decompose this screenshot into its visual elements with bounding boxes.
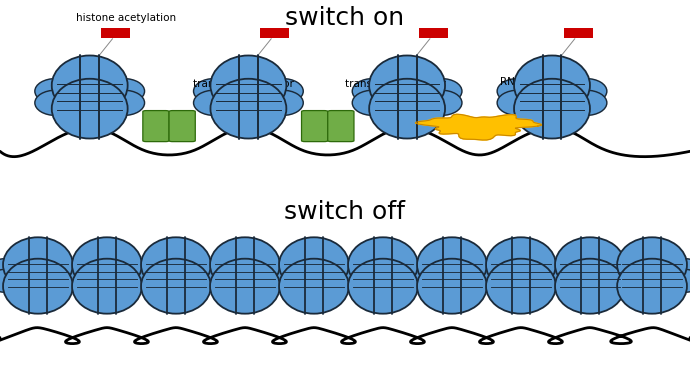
Bar	[101, 28, 130, 38]
Ellipse shape	[533, 269, 571, 293]
Text: switch off: switch off	[284, 200, 406, 224]
Text: switch on: switch on	[286, 6, 404, 30]
Ellipse shape	[188, 258, 226, 282]
Ellipse shape	[279, 237, 349, 292]
Ellipse shape	[514, 55, 590, 115]
Ellipse shape	[52, 79, 128, 139]
Ellipse shape	[72, 237, 142, 292]
Ellipse shape	[188, 269, 226, 293]
Ellipse shape	[417, 259, 487, 314]
Ellipse shape	[57, 269, 95, 293]
Ellipse shape	[126, 258, 164, 282]
Ellipse shape	[486, 259, 556, 314]
Ellipse shape	[497, 90, 539, 116]
Text: histone acetylation: histone acetylation	[76, 13, 176, 23]
Ellipse shape	[540, 269, 578, 293]
Ellipse shape	[195, 258, 233, 282]
FancyBboxPatch shape	[328, 111, 354, 142]
Ellipse shape	[193, 90, 235, 116]
Ellipse shape	[395, 269, 433, 293]
Ellipse shape	[0, 269, 26, 293]
Ellipse shape	[565, 78, 607, 104]
Ellipse shape	[497, 78, 539, 104]
Ellipse shape	[141, 237, 211, 292]
Ellipse shape	[533, 258, 571, 282]
Ellipse shape	[52, 55, 128, 115]
Bar	[419, 28, 448, 38]
Ellipse shape	[602, 258, 640, 282]
Ellipse shape	[262, 78, 304, 104]
Ellipse shape	[326, 269, 364, 293]
Ellipse shape	[264, 269, 302, 293]
Ellipse shape	[195, 269, 233, 293]
Ellipse shape	[514, 79, 590, 139]
Ellipse shape	[257, 258, 295, 282]
Ellipse shape	[555, 259, 625, 314]
Ellipse shape	[471, 258, 509, 282]
Ellipse shape	[210, 79, 286, 139]
Ellipse shape	[602, 269, 640, 293]
Ellipse shape	[119, 258, 157, 282]
FancyBboxPatch shape	[143, 111, 169, 142]
Ellipse shape	[602, 258, 640, 282]
Ellipse shape	[421, 90, 462, 116]
Ellipse shape	[348, 237, 418, 292]
Ellipse shape	[333, 258, 371, 282]
Ellipse shape	[333, 269, 371, 293]
Ellipse shape	[262, 90, 304, 116]
Ellipse shape	[464, 258, 502, 282]
Ellipse shape	[417, 237, 487, 292]
Ellipse shape	[193, 78, 235, 104]
Ellipse shape	[402, 258, 440, 282]
Bar	[260, 28, 289, 38]
Ellipse shape	[126, 269, 164, 293]
Ellipse shape	[471, 269, 509, 293]
Ellipse shape	[50, 269, 88, 293]
Ellipse shape	[464, 269, 502, 293]
Ellipse shape	[602, 269, 640, 293]
Ellipse shape	[264, 258, 302, 282]
Ellipse shape	[421, 78, 462, 104]
Ellipse shape	[540, 258, 578, 282]
Ellipse shape	[395, 258, 433, 282]
Ellipse shape	[50, 258, 88, 282]
Ellipse shape	[353, 90, 393, 116]
Ellipse shape	[555, 237, 625, 292]
Ellipse shape	[210, 55, 286, 115]
Ellipse shape	[617, 259, 687, 314]
Ellipse shape	[72, 259, 142, 314]
Ellipse shape	[486, 237, 556, 292]
FancyBboxPatch shape	[169, 111, 195, 142]
Ellipse shape	[0, 258, 26, 282]
Ellipse shape	[104, 90, 144, 116]
Ellipse shape	[3, 259, 73, 314]
Ellipse shape	[565, 90, 607, 116]
Ellipse shape	[326, 258, 364, 282]
Ellipse shape	[617, 237, 687, 292]
Ellipse shape	[34, 78, 76, 104]
Ellipse shape	[348, 259, 418, 314]
Ellipse shape	[34, 90, 76, 116]
Ellipse shape	[664, 258, 690, 282]
FancyBboxPatch shape	[302, 111, 328, 142]
Ellipse shape	[353, 78, 393, 104]
Ellipse shape	[210, 237, 280, 292]
Ellipse shape	[104, 78, 144, 104]
Ellipse shape	[369, 55, 445, 115]
Text: transcription factor: transcription factor	[345, 79, 446, 89]
Ellipse shape	[141, 259, 211, 314]
Ellipse shape	[119, 269, 157, 293]
Ellipse shape	[210, 259, 280, 314]
Ellipse shape	[257, 269, 295, 293]
Ellipse shape	[664, 269, 690, 293]
Ellipse shape	[369, 79, 445, 139]
Ellipse shape	[402, 269, 440, 293]
Ellipse shape	[3, 237, 73, 292]
Text: RNA polymerase: RNA polymerase	[500, 77, 586, 87]
Ellipse shape	[279, 259, 349, 314]
Polygon shape	[415, 114, 542, 140]
Ellipse shape	[57, 258, 95, 282]
Text: transcription factor: transcription factor	[193, 79, 294, 89]
Bar	[564, 28, 593, 38]
